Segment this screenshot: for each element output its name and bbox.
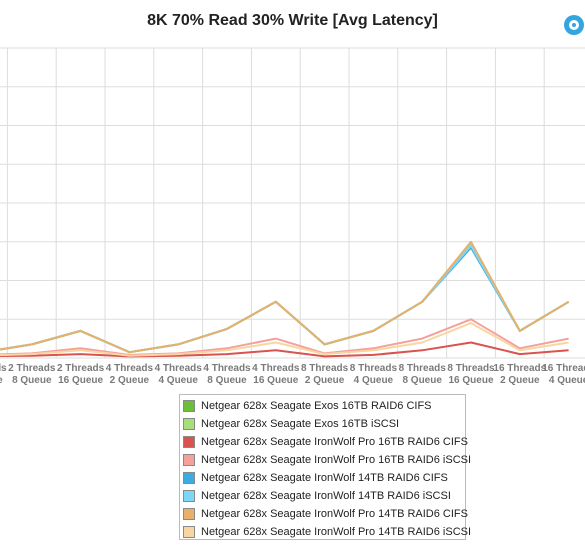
x-tick-label: 16 Threads 2 Queue (493, 363, 546, 386)
chart-legend: Netgear 628x Seagate Exos 16TB RAID6 CIF… (179, 394, 471, 541)
legend-item[interactable]: Netgear 628x Seagate IronWolf Pro 16TB R… (183, 451, 471, 469)
legend-item[interactable]: Netgear 628x Seagate IronWolf 14TB RAID6… (183, 469, 465, 487)
legend-label: Netgear 628x Seagate Exos 16TB RAID6 CIF… (201, 400, 432, 412)
legend-swatch (183, 418, 195, 430)
series-line (0, 242, 570, 354)
legend-item[interactable]: Netgear 628x Seagate Exos 16TB RAID6 CIF… (183, 397, 465, 415)
legend-swatch (183, 490, 195, 502)
legend-label: Netgear 628x Seagate Exos 16TB iSCSI (201, 418, 400, 430)
series-line (0, 244, 570, 354)
legend-item[interactable]: Netgear 628x Seagate Exos 16TB iSCSI (183, 415, 465, 433)
legend-item[interactable]: Netgear 628x Seagate IronWolf Pro 14TB R… (183, 505, 468, 523)
x-tick-label: 4 Threads 16 Queue (252, 363, 300, 386)
legend-swatch (183, 472, 195, 484)
x-tick-label: 4 Threads 4 Queue (155, 363, 203, 386)
legend-item[interactable]: Netgear 628x Seagate IronWolf Pro 14TB R… (183, 523, 471, 541)
series-line (0, 318, 569, 356)
x-tick-label: 2 Threads 8 Queue (8, 363, 56, 386)
x-tick-label: 8 Threads 2 Queue (301, 363, 349, 386)
x-tick-label: 2 Threads 16 Queue (57, 363, 105, 386)
x-tick-label: 4 Threads 8 Queue (203, 363, 251, 386)
legend-label: Netgear 628x Seagate IronWolf Pro 16TB R… (201, 454, 472, 466)
legend-swatch (183, 400, 195, 412)
series-line (0, 341, 569, 358)
x-tick-label: 8 Threads 16 Queue (447, 363, 495, 386)
series-line (0, 322, 569, 357)
help-circle-icon[interactable] (564, 15, 584, 35)
legend-label: Netgear 628x Seagate IronWolf Pro 16TB R… (201, 436, 468, 448)
legend-swatch (183, 454, 195, 466)
legend-label: Netgear 628x Seagate IronWolf 14TB RAID6… (201, 490, 451, 502)
x-tick-label: 8 Threads 4 Queue (350, 363, 398, 386)
legend-label: Netgear 628x Seagate IronWolf Pro 14TB R… (201, 526, 472, 538)
chart-title: 8K 70% Read 30% Write [Avg Latency] (147, 12, 438, 29)
legend-label: Netgear 628x Seagate IronWolf 14TB RAID6… (201, 472, 448, 484)
legend-label: Netgear 628x Seagate IronWolf Pro 14TB R… (201, 508, 468, 520)
legend-swatch (183, 526, 195, 538)
legend-item[interactable]: Netgear 628x Seagate IronWolf Pro 16TB R… (183, 433, 468, 451)
series-line (0, 240, 570, 354)
legend-item[interactable]: Netgear 628x Seagate IronWolf 14TB RAID6… (183, 487, 465, 505)
x-tick-label: 4 Threads 2 Queue (106, 363, 154, 386)
series-line (0, 242, 570, 354)
legend-swatch (183, 508, 195, 520)
x-tick-label: 8 Threads 8 Queue (399, 363, 447, 386)
legend-swatch (183, 436, 195, 448)
